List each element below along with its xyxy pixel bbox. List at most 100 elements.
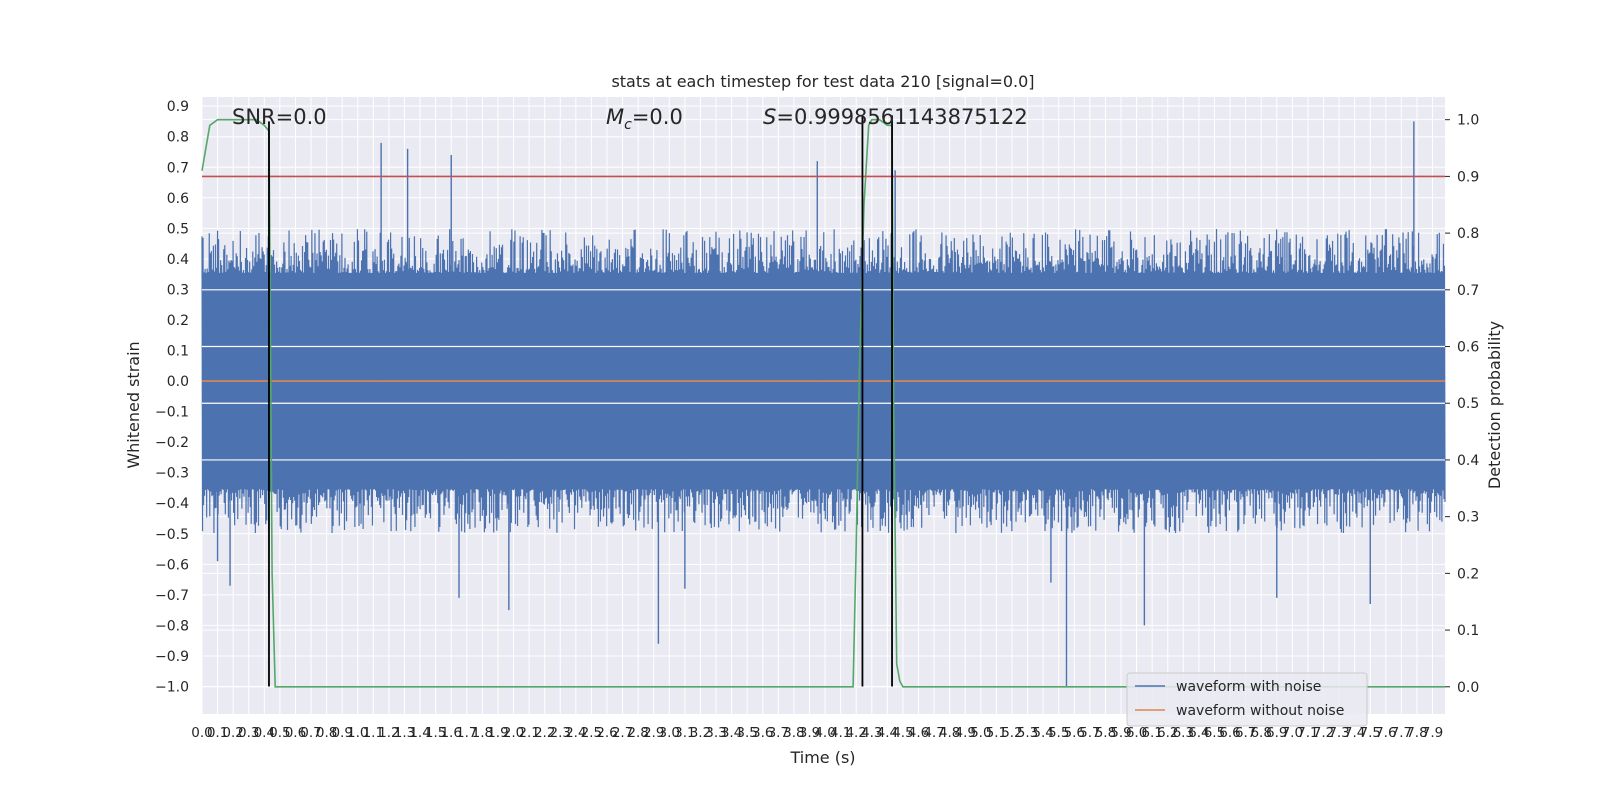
x-tick-label: 3.8	[783, 725, 804, 741]
y-tick-label: 0.3	[167, 282, 189, 298]
y-tick-label: 0.0	[167, 374, 189, 390]
y2-tick-label: 0.9	[1457, 169, 1479, 185]
y-tick-label: −0.6	[155, 557, 189, 573]
x-tick-label: 6.7	[1235, 725, 1256, 741]
x-tick-label: 2.8	[627, 725, 648, 741]
y-tick-label: −0.1	[155, 405, 189, 421]
x-tick-label: 4.1	[830, 725, 851, 741]
x-tick-label: 5.3	[1017, 725, 1038, 741]
y-tick-label: −0.2	[155, 435, 189, 451]
x-tick-label: 6.4	[1188, 725, 1209, 741]
x-axis-label: Time (s)	[789, 748, 855, 767]
y2-tick-label: 1.0	[1457, 113, 1479, 129]
x-tick-label: 7.3	[1328, 725, 1349, 741]
y-tick-label: −1.0	[155, 680, 189, 696]
x-tick-label: 0.7	[300, 725, 321, 741]
y2-tick-label: 0.1	[1457, 623, 1479, 639]
x-tick-label: 0.4	[254, 725, 275, 741]
x-tick-label: 4.4	[877, 725, 898, 741]
x-tick-label: 0.6	[285, 725, 306, 741]
y-tick-label: 0.7	[167, 160, 189, 176]
x-tick-label: 3.6	[752, 725, 773, 741]
x-tick-label: 2.2	[534, 725, 555, 741]
x-tick-label: 0.9	[331, 725, 352, 741]
chirp-mass-annotation: Mc=0.0	[606, 105, 683, 133]
x-tick-label: 7.2	[1313, 725, 1334, 741]
score-annotation: S=0.9998561143875122	[763, 105, 1028, 129]
x-tick-label: 4.6	[908, 725, 929, 741]
y-axis-label: Whitened strain	[124, 341, 143, 468]
x-tick-label: 6.6	[1219, 725, 1240, 741]
legend-label-noise: waveform with noise	[1176, 679, 1321, 695]
legend-box	[1126, 672, 1368, 727]
x-tick-label: 7.0	[1282, 725, 1303, 741]
x-tick-label: 7.1	[1297, 725, 1318, 741]
y2-tick-label: 0.3	[1457, 510, 1479, 526]
y-tick-label: 0.4	[167, 252, 189, 268]
y-tick-label: 0.2	[167, 313, 189, 329]
x-tick-label: 2.4	[565, 725, 586, 741]
y-tick-label: −0.4	[155, 496, 189, 512]
x-tick-label: 4.8	[939, 725, 960, 741]
x-tick-label: 1.7	[456, 725, 477, 741]
x-tick-label: 6.0	[1126, 725, 1147, 741]
x-tick-label: 2.0	[503, 725, 524, 741]
y2-tick-label: 0.6	[1457, 340, 1479, 356]
y-tick-label: 0.9	[167, 99, 189, 115]
x-tick-label: 3.4	[721, 725, 742, 741]
x-tick-label: 3.2	[690, 725, 711, 741]
x-tick-label: 6.8	[1250, 725, 1271, 741]
chirp-mass-subscript: c	[624, 117, 632, 133]
y2-tick-label: 0.7	[1457, 283, 1479, 299]
x-tick-label: 5.9	[1110, 725, 1131, 741]
y2-tick-label: 0.2	[1457, 566, 1479, 582]
x-tick-label: 2.5	[581, 725, 602, 741]
x-tick-label: 5.1	[986, 725, 1007, 741]
y-tick-label: 0.6	[167, 191, 189, 207]
x-tick-label: 5.7	[1079, 725, 1100, 741]
chirp-mass-symbol: M	[606, 105, 624, 129]
x-tick-label: 0.3	[238, 725, 259, 741]
y-tick-label: −0.9	[155, 649, 189, 665]
x-tick-label: 7.8	[1406, 725, 1427, 741]
x-tick-label: 5.4	[1032, 725, 1053, 741]
x-tick-label: 1.3	[394, 725, 415, 741]
x-tick-label: 3.9	[799, 725, 820, 741]
x-tick-label: 5.0	[970, 725, 991, 741]
x-tick-label: 3.0	[659, 725, 680, 741]
x-tick-label: 3.3	[705, 725, 726, 741]
y-tick-label: 0.1	[167, 344, 189, 360]
x-tick-label: 0.5	[269, 725, 290, 741]
x-tick-label: 0.1	[207, 725, 228, 741]
x-tick-label: 7.9	[1422, 725, 1443, 741]
chirp-mass-value: =0.0	[632, 105, 683, 129]
x-tick-label: 0.2	[222, 725, 243, 741]
x-tick-label: 1.4	[409, 725, 430, 741]
x-tick-label: 7.4	[1344, 725, 1365, 741]
score-symbol: S	[763, 105, 776, 129]
x-tick-label: 4.2	[845, 725, 866, 741]
x-tick-label: 1.1	[363, 725, 384, 741]
x-tick-label: 2.1	[518, 725, 539, 741]
x-tick-label: 7.6	[1375, 725, 1396, 741]
x-tick-label: 5.2	[1001, 725, 1022, 741]
x-tick-label: 4.0	[814, 725, 835, 741]
x-tick-label: 5.8	[1095, 725, 1116, 741]
x-tick-label: 3.7	[768, 725, 789, 741]
x-tick-label: 7.5	[1359, 725, 1380, 741]
x-tick-label: 4.3	[861, 725, 882, 741]
legend: waveform with noise waveform without noi…	[1126, 672, 1368, 727]
legend-label-clean: waveform without noise	[1176, 703, 1344, 719]
x-tick-label: 0.0	[191, 725, 212, 741]
x-tick-label: 1.0	[347, 725, 368, 741]
x-tick-label: 4.9	[955, 725, 976, 741]
x-tick-label: 5.6	[1064, 725, 1085, 741]
y-tick-label: 0.8	[167, 130, 189, 146]
y-tick-label: −0.3	[155, 466, 189, 482]
snr-annotation: SNR=0.0	[232, 105, 327, 129]
score-value: =0.9998561143875122	[776, 105, 1027, 129]
x-tick-label: 1.9	[487, 725, 508, 741]
x-tick-label: 2.3	[550, 725, 571, 741]
x-tick-label: 2.6	[596, 725, 617, 741]
